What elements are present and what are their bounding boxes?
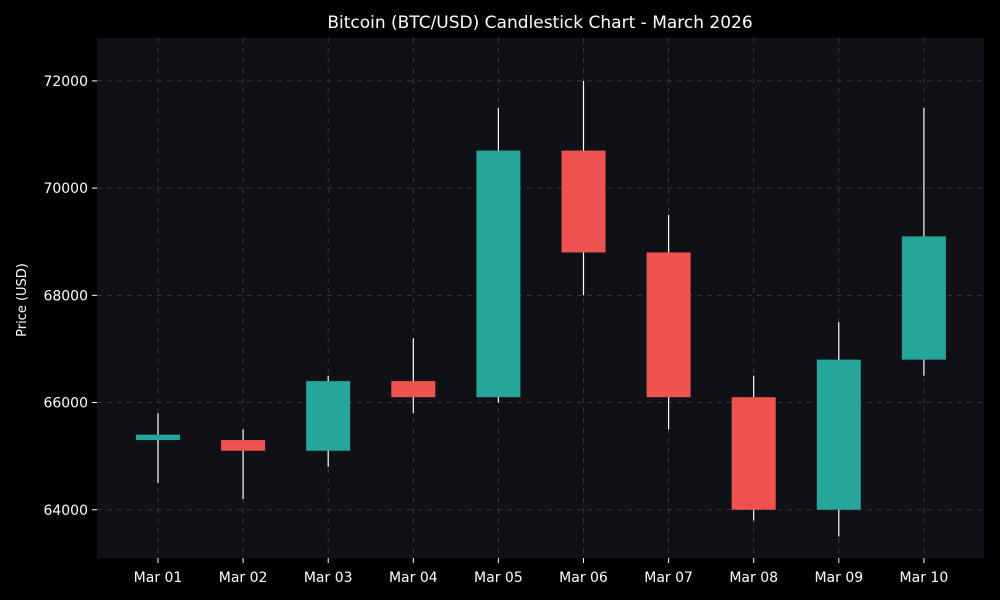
x-tick-label: Mar 06 xyxy=(559,570,608,586)
candle-body-down xyxy=(391,381,436,398)
x-tick-label: Mar 08 xyxy=(729,570,778,586)
candles-layer xyxy=(136,80,946,537)
candle xyxy=(476,107,521,403)
axis-layer: 64000 66000 68000 70000 72000 Mar 01 Mar 02 Mar… xyxy=(43,74,948,586)
candle-body-up xyxy=(306,381,351,451)
y-tick-label: 66000 xyxy=(43,396,88,412)
candle xyxy=(561,80,606,296)
candle-body-down xyxy=(731,397,776,510)
x-tick-label: Mar 05 xyxy=(474,570,523,586)
candle-body-down xyxy=(561,150,606,253)
x-tick-label: Mar 01 xyxy=(134,570,183,586)
x-tick-label: Mar 09 xyxy=(814,570,863,586)
candle-body-down xyxy=(646,252,691,398)
x-tick-label: Mar 03 xyxy=(304,570,353,586)
y-tick-label: 64000 xyxy=(43,503,88,519)
candle-body-up xyxy=(136,434,180,441)
candle-body-down xyxy=(221,440,266,451)
chart-title: Bitcoin (BTC/USD) Candlestick Chart - Ma… xyxy=(327,13,752,33)
y-tick-label: 68000 xyxy=(43,288,88,304)
candle xyxy=(221,429,266,500)
x-tick-label: Mar 02 xyxy=(219,570,268,586)
candle xyxy=(731,375,776,521)
candle-body-up xyxy=(476,150,521,398)
x-tick-label: Mar 04 xyxy=(389,570,438,586)
candle xyxy=(391,338,436,414)
candle xyxy=(136,413,180,483)
candle xyxy=(646,214,691,430)
candle xyxy=(901,107,946,376)
candle-body-up xyxy=(816,359,861,510)
y-tick-label: 70000 xyxy=(43,181,88,197)
y-axis-label: Price (USD) xyxy=(15,263,30,337)
candle-body-up xyxy=(901,236,946,360)
y-tick-label: 72000 xyxy=(43,74,88,90)
x-tick-label: Mar 07 xyxy=(644,570,693,586)
x-tick-label: Mar 10 xyxy=(900,570,949,586)
candle xyxy=(306,375,351,467)
candle xyxy=(816,322,861,537)
